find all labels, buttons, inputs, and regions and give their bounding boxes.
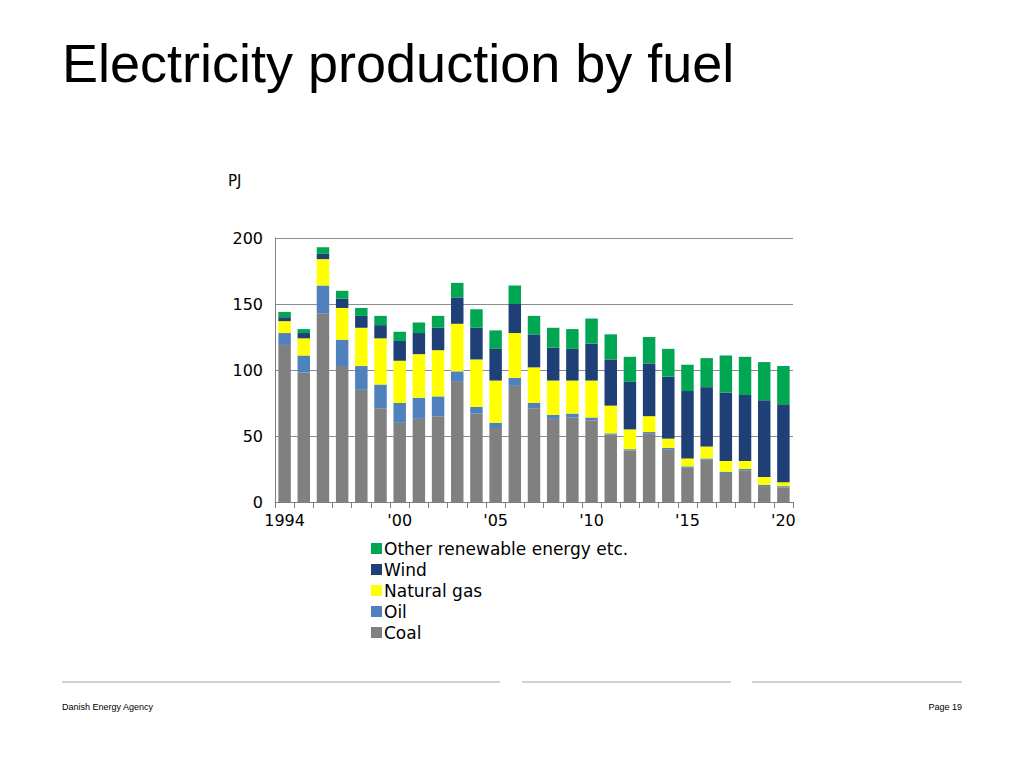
- svg-text:50: 50: [243, 427, 263, 446]
- svg-text:Page 19: Page 19: [928, 702, 962, 712]
- svg-text:Natural gas: Natural gas: [384, 581, 482, 601]
- svg-text:0: 0: [253, 493, 263, 512]
- svg-text:'00: '00: [387, 511, 412, 530]
- svg-text:'20: '20: [771, 511, 796, 530]
- svg-text:1994: 1994: [264, 511, 305, 530]
- svg-text:Coal: Coal: [384, 623, 421, 643]
- svg-text:'05: '05: [483, 511, 508, 530]
- svg-text:150: 150: [232, 295, 263, 314]
- svg-text:Electricity production by fuel: Electricity production by fuel: [62, 33, 734, 93]
- svg-text:Wind: Wind: [384, 560, 427, 580]
- svg-text:Oil: Oil: [384, 602, 407, 622]
- svg-text:Danish Energy Agency: Danish Energy Agency: [62, 702, 154, 712]
- svg-text:PJ: PJ: [228, 172, 241, 190]
- svg-text:100: 100: [232, 361, 263, 380]
- svg-text:'15: '15: [675, 511, 700, 530]
- svg-text:Other renewable energy etc.: Other renewable energy etc.: [384, 539, 628, 559]
- svg-text:200: 200: [232, 229, 263, 248]
- svg-text:'10: '10: [579, 511, 604, 530]
